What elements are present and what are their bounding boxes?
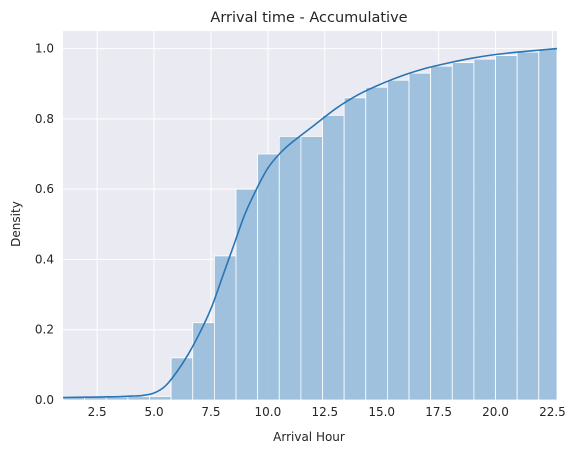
histogram-bar <box>452 63 474 400</box>
histogram-bar <box>128 396 150 400</box>
histogram-bar <box>496 56 518 400</box>
histogram-bar <box>236 189 258 400</box>
histogram-bar <box>214 256 236 400</box>
histogram-bar <box>193 323 215 400</box>
histogram-bar <box>431 66 453 400</box>
x-tick-label: 20.0 <box>482 405 509 419</box>
histogram-bar <box>279 136 301 400</box>
x-tick-label: 10.0 <box>255 405 282 419</box>
chart-title: Arrival time - Accumulative <box>210 10 407 26</box>
x-tick-label: 7.5 <box>201 405 220 419</box>
plot-area: 2.5 5.0 7.5 10.0 12.5 15.0 17.5 20.0 22.5 0.0 0.2 0… <box>35 31 566 419</box>
histogram-bar <box>539 49 557 400</box>
histogram-bar <box>323 115 345 400</box>
histogram-bar <box>517 52 539 400</box>
x-tick-label: 22.5 <box>539 405 566 419</box>
y-tick-label: 0.6 <box>35 182 54 196</box>
x-tick-label: 15.0 <box>368 405 395 419</box>
histogram-bar <box>150 396 172 400</box>
y-tick-label: 0.4 <box>35 252 54 266</box>
x-tick-label: 2.5 <box>88 405 107 419</box>
x-tick-label: 12.5 <box>311 405 338 419</box>
x-tick-label: 17.5 <box>425 405 452 419</box>
x-axis-label: Arrival Hour <box>273 430 345 444</box>
histogram-bar <box>366 87 388 400</box>
y-tick-label: 0.0 <box>35 393 54 407</box>
x-tick-label: 5.0 <box>145 405 164 419</box>
histogram-bar <box>258 154 280 400</box>
y-axis-label: Density <box>9 201 23 247</box>
histogram-bar <box>474 59 496 400</box>
histogram-bar <box>301 136 323 400</box>
y-tick-label: 0.2 <box>35 323 54 337</box>
histogram-bar <box>409 73 431 400</box>
y-tick-label: 0.8 <box>35 112 54 126</box>
y-tick-label: 1.0 <box>35 42 54 56</box>
histogram-bar <box>387 80 409 400</box>
histogram-bar <box>344 98 366 400</box>
